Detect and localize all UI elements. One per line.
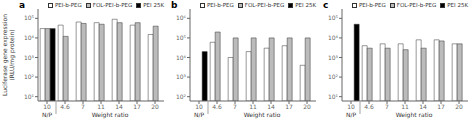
svg-text:10⁵: 10⁵ bbox=[176, 34, 187, 41]
svg-text:4.6: 4.6 bbox=[212, 103, 222, 110]
svg-text:14: 14 bbox=[419, 103, 427, 110]
svg-text:N/P: N/P bbox=[346, 111, 357, 118]
html-text:PEI-b-PEG: PEI-b-PEG bbox=[54, 2, 82, 8]
svg-text:10⁴: 10⁴ bbox=[24, 34, 35, 41]
svg-text:N/P: N/P bbox=[194, 111, 205, 118]
svg-text:10³: 10³ bbox=[24, 54, 35, 61]
svg-text:7: 7 bbox=[81, 103, 85, 110]
svg-text:10: 10 bbox=[43, 103, 51, 110]
html-text:PEI 25K: PEI 25K bbox=[143, 2, 164, 8]
html-text:FOL-PEI-b-PEG: FOL-PEI-b-PEG bbox=[244, 2, 285, 8]
svg-text:10⁵: 10⁵ bbox=[24, 14, 35, 21]
svg-text:11: 11 bbox=[97, 103, 105, 110]
svg-text:20: 20 bbox=[151, 103, 159, 110]
svg-text:4.6: 4.6 bbox=[60, 103, 70, 110]
svg-text:17: 17 bbox=[437, 103, 445, 110]
svg-text:7: 7 bbox=[233, 103, 237, 110]
html-text:Luciferase gene expression (RL: Luciferase gene expression (RLU/mg prote… bbox=[0, 13, 14, 96]
svg-text:10²: 10² bbox=[328, 73, 339, 80]
svg-text:Weight ratio: Weight ratio bbox=[92, 111, 129, 119]
svg-text:10¹: 10¹ bbox=[24, 93, 35, 100]
html-text:PEI-b-PEG: PEI-b-PEG bbox=[358, 2, 386, 8]
svg-text:N/P: N/P bbox=[42, 111, 53, 118]
svg-text:4.6: 4.6 bbox=[364, 103, 374, 110]
svg-text:10⁶: 10⁶ bbox=[176, 14, 187, 21]
svg-text:10²: 10² bbox=[176, 93, 187, 100]
svg-text:10³: 10³ bbox=[176, 73, 187, 80]
svg-text:17: 17 bbox=[285, 103, 293, 110]
svg-text:10⁴: 10⁴ bbox=[176, 54, 187, 61]
svg-text:7: 7 bbox=[385, 103, 389, 110]
svg-text:10³: 10³ bbox=[328, 54, 339, 61]
html-text:b: b bbox=[171, 0, 178, 10]
svg-text:17: 17 bbox=[133, 103, 141, 110]
svg-text:10: 10 bbox=[347, 103, 355, 110]
svg-text:11: 11 bbox=[401, 103, 409, 110]
svg-text:10²: 10² bbox=[24, 73, 35, 80]
html-text:PEI 25K: PEI 25K bbox=[295, 2, 316, 8]
svg-text:11: 11 bbox=[249, 103, 257, 110]
html-text:PEI 25K: PEI 25K bbox=[447, 2, 468, 8]
svg-text:14: 14 bbox=[115, 103, 123, 110]
svg-text:Weight ratio: Weight ratio bbox=[396, 111, 433, 119]
svg-text:Weight ratio: Weight ratio bbox=[244, 111, 281, 119]
html-text:a: a bbox=[19, 0, 26, 10]
svg-text:14: 14 bbox=[267, 103, 275, 110]
html-text:FOL-PEI-b-PEG: FOL-PEI-b-PEG bbox=[92, 2, 133, 8]
html-text:c: c bbox=[323, 0, 329, 10]
svg-text:20: 20 bbox=[455, 103, 463, 110]
svg-text:10⁵: 10⁵ bbox=[328, 14, 339, 21]
html-text:FOL-PEI-b-PEG: FOL-PEI-b-PEG bbox=[396, 2, 437, 8]
svg-text:20: 20 bbox=[303, 103, 311, 110]
svg-text:10⁴: 10⁴ bbox=[328, 34, 339, 41]
svg-text:10¹: 10¹ bbox=[328, 93, 339, 100]
svg-text:10: 10 bbox=[195, 103, 203, 110]
html-text:PEI-b-PEG: PEI-b-PEG bbox=[206, 2, 234, 8]
